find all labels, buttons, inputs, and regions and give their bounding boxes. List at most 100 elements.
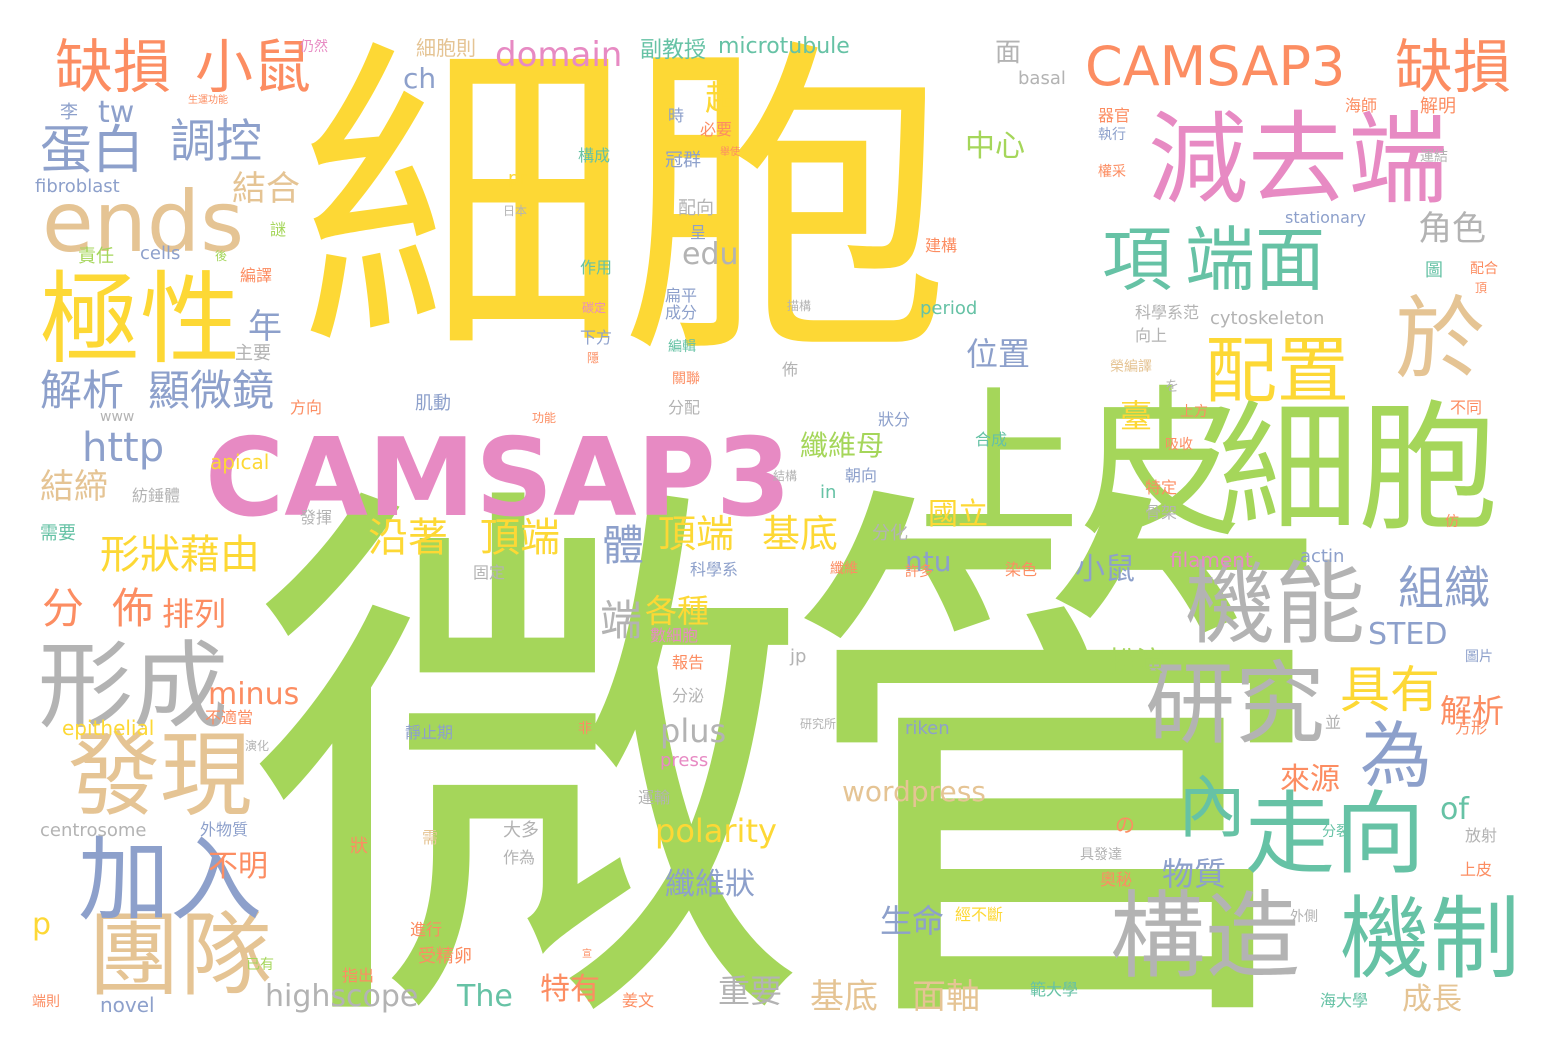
word-jianqu: 減去端 [1148, 101, 1448, 218]
word-domain: domain [495, 35, 623, 75]
word-tiaokong: 調控 [170, 114, 262, 168]
word-shoujingluan: 受精卵 [418, 946, 472, 967]
word-weizhi: 位置 [966, 335, 1031, 373]
word-xiangshang: 向上 [1135, 326, 1168, 345]
word-bianyi: 編譯 [240, 266, 273, 285]
word-stationary: stationary [1285, 208, 1366, 227]
word-basal: basal [1018, 68, 1066, 89]
word-nei: 內 [1178, 769, 1247, 848]
word-fenpei: 分配 [668, 398, 701, 417]
word-xu: 需 [422, 828, 439, 847]
word-jiexi-1: 解析 [40, 366, 125, 415]
word-xingcheng: 形成 [38, 632, 229, 742]
word-rongbianyi: 榮編譯 [1110, 359, 1152, 375]
word-xibao-mid: 細胞 [1218, 388, 1499, 551]
word-chaoxiang: 朝向 [845, 466, 878, 485]
word-jixing: 極性 [40, 261, 240, 378]
word-tuandui: 團隊 [88, 902, 273, 1009]
word-queshun-1: 缺損 [55, 33, 172, 101]
word-jineng: 機能 [1185, 552, 1365, 657]
word-shuxibao: 數細胞 [650, 626, 699, 645]
word-zeren: 責任 [78, 246, 114, 267]
word-teyou: 特有 [540, 972, 600, 1007]
word-fen: 分 [42, 584, 85, 633]
word-haishi: 海師 [1345, 96, 1378, 115]
word-chengzhang: 成長 [1402, 982, 1462, 1017]
word-zuoyong: 作用 [580, 258, 613, 277]
word-tupian: 圖片 [1465, 649, 1493, 665]
word-jiaru: 加入 [78, 827, 263, 934]
word-jushi: 舉使 [720, 147, 740, 158]
word-fang: 仿 [1445, 514, 1459, 530]
word-jiexi-2: 解析 [1440, 692, 1505, 730]
word-faxian: 發現 [68, 722, 253, 829]
word-no: の [1115, 813, 1135, 837]
word-yanjiu: 研究 [1145, 652, 1325, 757]
word-fangshe: 放射 [1465, 826, 1498, 845]
word-zuowei: 作為 [503, 848, 536, 867]
word-tw: tw [98, 95, 135, 130]
word-edu: edu [682, 237, 739, 272]
word-zhixing: 執行 [1098, 127, 1126, 143]
word-ntu: ntu [905, 545, 952, 578]
word-jiegou: 結構 [773, 469, 798, 483]
word-zhichu: 指出 [342, 966, 375, 985]
word-peixiang: 配向 [678, 198, 714, 219]
word-mian: 面 [995, 38, 1022, 68]
word-jiangwen: 姜文 [622, 991, 655, 1010]
word-nian: 年 [248, 307, 282, 347]
word-wo: を [1165, 379, 1179, 395]
word-daduo: 大多 [503, 820, 539, 841]
word-fangchuiti: 紡錘體 [132, 486, 181, 505]
word-rengran: 仍然 [300, 39, 328, 55]
word-fangxiang: 方向 [290, 398, 323, 417]
word-period: period [920, 298, 978, 319]
word-yiyou: 已有 [246, 957, 274, 973]
word-wuzhi: 物質 [1162, 855, 1227, 893]
word-zouxiang: 走向 [1245, 782, 1425, 887]
word-xuan: 宣 [582, 949, 592, 960]
word-gujia: 骨架 [1145, 503, 1178, 522]
word-jinxing: 進行 [410, 920, 443, 939]
word-zhuang: 狀 [350, 836, 368, 857]
word-chengfen: 成分 [665, 303, 698, 322]
word-of: of [1440, 792, 1469, 827]
word-baogao: 報告 [672, 653, 705, 672]
word-yu: 於 [1395, 287, 1485, 392]
word-microtubule: microtubule [718, 34, 850, 59]
word-shengming: 生命 [880, 902, 945, 940]
word-yanhua: 演化 [245, 739, 270, 753]
word-shengyungong: 生運功能 [188, 95, 228, 106]
word-jp: jp [790, 646, 807, 667]
word-tai: 臺 [1120, 397, 1153, 435]
word-the: The [457, 979, 513, 1014]
word-gongneng: 功能 [532, 411, 557, 425]
word-chao: 超 [705, 79, 739, 119]
word-butong: 不同 [1450, 398, 1483, 417]
word-kexuexi: 科學系 [690, 560, 739, 579]
word-centrosome: centrosome [40, 820, 147, 841]
word-xuyao: 需要 [40, 523, 76, 544]
word-jidong: 肌動 [415, 393, 451, 414]
word-bianping: 扁平 [665, 286, 698, 305]
word-actin: actin [1300, 546, 1345, 567]
word-jizhi: 機制 [1340, 887, 1520, 992]
word-xingzhuang: 形狀藉由 [100, 532, 260, 578]
word-dingduan-1: 頂端 [480, 515, 560, 561]
word-xiaoshu-1: 小鼠 [195, 33, 312, 101]
word-weiguan: 微管 [250, 444, 1340, 1052]
word-tanding: 碳定 [582, 301, 607, 315]
word-bing: 並 [1325, 713, 1342, 732]
word-mi: 謎 [270, 220, 287, 239]
word-duanze: 端則 [32, 994, 60, 1010]
word-laiyuan: 來源 [1280, 762, 1340, 797]
word-camsap3-big: CAMSAP3 [205, 416, 791, 541]
word-http: http [82, 425, 165, 471]
word-pr: pr [508, 168, 527, 189]
word-jufada: 具發達 [1080, 847, 1122, 863]
word-sted: STED [1368, 617, 1448, 652]
word-xibaoze: 細胞則 [416, 36, 476, 60]
word-jidi-2: 基底 [810, 977, 878, 1017]
word-quancai: 權采 [1098, 164, 1126, 180]
word-apical: apical [210, 450, 270, 474]
